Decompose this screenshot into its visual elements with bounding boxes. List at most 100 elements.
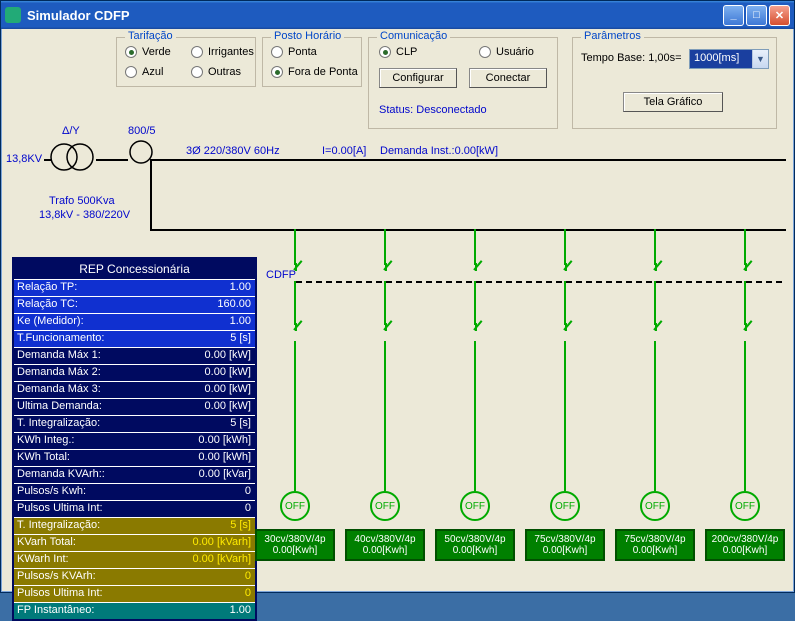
rep-row: Ultima Demanda:0.00 [kW] [14, 398, 255, 415]
feeder-switch-upper[interactable] [468, 263, 482, 281]
feeder-off-indicator[interactable]: OFF [550, 491, 580, 521]
status-label: Status: Desconectado [379, 104, 487, 116]
feeder-kwh: 0.00[Kwh] [529, 545, 601, 556]
feeder-off-indicator[interactable]: OFF [730, 491, 760, 521]
conectar-button[interactable]: Conectar [469, 68, 547, 88]
group-tarifacao-legend: Tarifação [125, 30, 176, 42]
rep-row: Pulsos/s Kwh:0 [14, 483, 255, 500]
feeder-off-indicator[interactable]: OFF [640, 491, 670, 521]
group-posto: Posto Horário Ponta Fora de Ponta [262, 37, 362, 87]
feeder-kwh: 0.00[Kwh] [259, 545, 331, 556]
feeder-kwh: 0.00[Kwh] [619, 545, 691, 556]
group-param: Parâmetros Tempo Base: 1,00s= 1000[ms] ▼… [572, 37, 777, 129]
rep-key: FP Instantâneo: [14, 603, 129, 619]
feeder-kwh: 0.00[Kwh] [439, 545, 511, 556]
rep-row: KWh Total:0.00 [kWh] [14, 449, 255, 466]
rep-row: Pulsos Ultima Int:0 [14, 585, 255, 602]
radio-verde[interactable]: Verde [125, 46, 171, 58]
rep-key: Relação TC: [14, 297, 129, 313]
feeder-switch-lower[interactable] [378, 323, 392, 341]
i-label: I=0.00[A] [322, 145, 366, 157]
feeder-rating: 75cv/380V/4p [619, 534, 691, 545]
window-title: Simulador CDFP [27, 8, 130, 23]
trafo-label-1: Trafo 500Kva [49, 195, 115, 207]
rep-value: 160.00 [129, 297, 255, 313]
rep-key: Demanda KVArh:: [14, 467, 129, 483]
feeder-rating: 30cv/380V/4p [259, 534, 331, 545]
tempo-select-value: 1000[ms] [690, 50, 752, 68]
rep-key: KVarh Total: [14, 535, 129, 551]
rep-value: 1.00 [129, 603, 255, 619]
rep-row: Pulsos/s KVArh:0 [14, 568, 255, 585]
group-tarifacao: Tarifação Verde Irrigantes Azul Outras [116, 37, 256, 87]
radio-usuario[interactable]: Usuário [479, 46, 534, 58]
rep-title: REP Concessionária [14, 259, 255, 279]
rep-value: 0.00 [kWh] [129, 450, 255, 466]
feeder-off-indicator[interactable]: OFF [370, 491, 400, 521]
rep-value: 0.00 [kVar] [129, 467, 255, 483]
configurar-button[interactable]: Configurar [379, 68, 457, 88]
feeder-kwh: 0.00[Kwh] [349, 545, 421, 556]
client-area: Tarifação Verde Irrigantes Azul Outras P… [4, 29, 791, 589]
rep-key: Pulsos/s Kwh: [14, 484, 129, 500]
rep-row: FP Instantâneo:1.00 [14, 602, 255, 619]
rep-key: Demanda Máx 3: [14, 382, 129, 398]
radio-irrigantes[interactable]: Irrigantes [191, 46, 254, 58]
feeder-switch-upper[interactable] [378, 263, 392, 281]
radio-clp[interactable]: CLP [379, 46, 417, 58]
feeder-switch-lower[interactable] [288, 323, 302, 341]
minimize-button[interactable]: _ [723, 5, 744, 26]
transformer-icon [42, 137, 102, 177]
ct-label: 800/5 [128, 125, 156, 137]
tela-grafico-button[interactable]: Tela Gráfico [623, 92, 723, 112]
radio-ponta[interactable]: Ponta [271, 46, 317, 58]
feeder-switch-lower[interactable] [558, 323, 572, 341]
feeder-switch-lower[interactable] [468, 323, 482, 341]
radio-outras[interactable]: Outras [191, 66, 241, 78]
feeder-load: 75cv/380V/4p0.00[Kwh] [615, 529, 695, 561]
rep-value: 0 [129, 484, 255, 500]
radio-fora-ponta[interactable]: Fora de Ponta [271, 66, 358, 78]
feeder-switch-upper[interactable] [648, 263, 662, 281]
app-window: Simulador CDFP _ □ ✕ Tarifação Verde Irr… [0, 0, 795, 593]
rep-key: Pulsos/s KVArh: [14, 569, 129, 585]
rep-key: T. Integralização: [14, 518, 129, 534]
rep-key: Pulsos Ultima Int: [14, 501, 129, 517]
rep-row: KWh Integ.:0.00 [kWh] [14, 432, 255, 449]
rep-row: KVarh Total:0.00 [kVarh] [14, 534, 255, 551]
rep-value: 0.00 [kVarh] [129, 552, 255, 568]
rep-row: Demanda Máx 2:0.00 [kW] [14, 364, 255, 381]
rep-value: 5 [s] [129, 331, 255, 347]
tempo-select[interactable]: 1000[ms] ▼ [689, 49, 769, 69]
feeder-load: 75cv/380V/4p0.00[Kwh] [525, 529, 605, 561]
feeder-kwh: 0.00[Kwh] [709, 545, 781, 556]
rep-row: Demanda Máx 3:0.00 [kW] [14, 381, 255, 398]
rep-value: 0.00 [kW] [129, 399, 255, 415]
group-posto-legend: Posto Horário [271, 30, 344, 42]
rep-key: T. Integralização: [14, 416, 129, 432]
feeder-load: 40cv/380V/4p0.00[Kwh] [345, 529, 425, 561]
maximize-button[interactable]: □ [746, 5, 767, 26]
feeder-switch-upper[interactable] [288, 263, 302, 281]
feeder-off-indicator[interactable]: OFF [460, 491, 490, 521]
feeder-off-indicator[interactable]: OFF [280, 491, 310, 521]
rep-row: Pulsos Ultima Int:0 [14, 500, 255, 517]
feeder-rating: 40cv/380V/4p [349, 534, 421, 545]
rep-value: 0.00 [kW] [129, 382, 255, 398]
rep-key: KWh Integ.: [14, 433, 129, 449]
sys-label: 3Ø 220/380V 60Hz [186, 145, 280, 157]
rep-row: Ke (Medidor):1.00 [14, 313, 255, 330]
feeder-switch-upper[interactable] [558, 263, 572, 281]
feeder-switch-lower[interactable] [648, 323, 662, 341]
close-button[interactable]: ✕ [769, 5, 790, 26]
feeder-switch-upper[interactable] [738, 263, 752, 281]
radio-azul[interactable]: Azul [125, 66, 163, 78]
feeder-load: 200cv/380V/4p0.00[Kwh] [705, 529, 785, 561]
chevron-down-icon: ▼ [752, 50, 768, 68]
rep-value: 0.00 [kW] [129, 348, 255, 364]
rep-row: Relação TP:1.00 [14, 279, 255, 296]
rep-value: 0.00 [kW] [129, 365, 255, 381]
rep-key: Ultima Demanda: [14, 399, 129, 415]
feeder-switch-lower[interactable] [738, 323, 752, 341]
rep-value: 5 [s] [129, 518, 255, 534]
